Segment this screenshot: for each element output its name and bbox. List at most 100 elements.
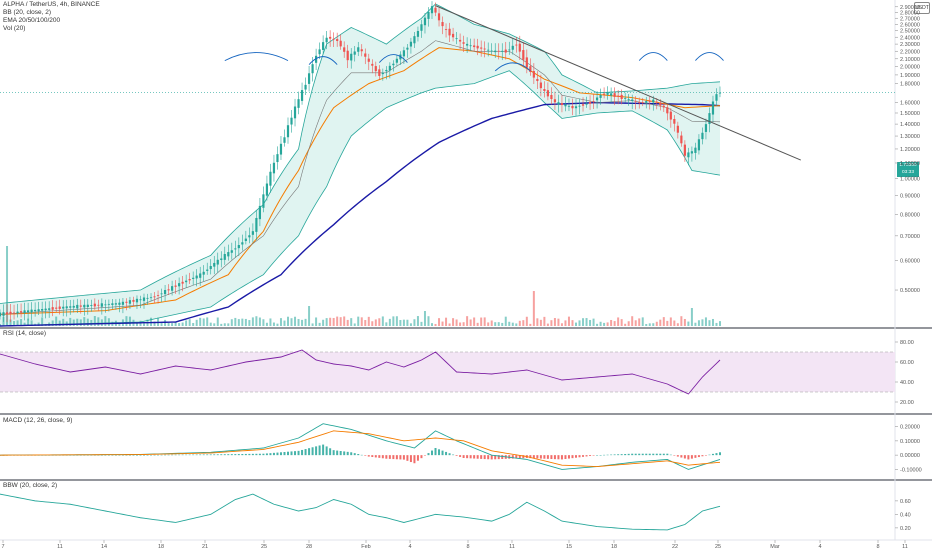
macd-histogram-bar — [220, 454, 223, 456]
macd-histogram-bar — [518, 455, 521, 459]
time-tick-label: 18 — [158, 544, 164, 550]
macd-pane-label[interactable]: MACD (12, 26, close, 9) — [3, 417, 73, 424]
rsi-tick-label: 60.00 — [900, 360, 914, 366]
volume-bar — [65, 321, 68, 326]
candle-body — [413, 36, 416, 44]
volume-bar — [420, 321, 423, 326]
last-price-tag: 1.70309 03:33 — [897, 162, 919, 177]
volume-bar — [719, 321, 721, 326]
volume-bar — [480, 317, 483, 326]
macd-histogram-bar — [100, 455, 103, 456]
bbw-pane-label[interactable]: BBW (20, close, 2) — [3, 482, 58, 489]
candle-body — [673, 118, 676, 124]
macd-histogram-bar — [469, 455, 472, 459]
candle-body — [718, 92, 722, 94]
macd-histogram-bar — [603, 454, 606, 456]
macd-histogram-bar — [65, 455, 68, 456]
macd-histogram-bar — [385, 455, 388, 459]
time-axis: 7 11 14 18 21 25 28 Feb 4 8 11 15 18 22 25 Mar 4 8 11 — [1, 540, 908, 550]
currency-button[interactable]: USDT — [914, 2, 930, 14]
candle-body — [329, 36, 332, 39]
candle-body — [118, 302, 121, 305]
bb-basis-line — [0, 40, 721, 315]
macd-histogram-bar — [357, 454, 360, 456]
macd-histogram-bar — [107, 455, 110, 456]
volume-indicator-label[interactable]: Vol (20) — [3, 25, 26, 32]
candle-body — [476, 45, 479, 49]
macd-histogram-bar — [157, 454, 160, 456]
macd-histogram-bar — [680, 455, 683, 458]
volume-bar — [694, 322, 697, 326]
volume-bar — [557, 318, 560, 326]
price-tick-label: 1.00000 — [900, 176, 920, 182]
macd-line — [0, 423, 721, 470]
volume-bar — [336, 316, 339, 326]
volume-bar — [150, 317, 153, 326]
volume-bar — [13, 321, 16, 326]
volume-bar — [680, 316, 683, 326]
candle-body — [149, 297, 153, 299]
macd-histogram-bar — [497, 455, 500, 460]
candle-body — [230, 250, 233, 253]
candle-body — [564, 104, 567, 107]
candle-body — [241, 242, 244, 245]
candle-body — [69, 306, 72, 308]
candle-body — [104, 304, 107, 306]
macd-histogram-bar — [318, 445, 321, 456]
macd-histogram-bar — [409, 455, 412, 463]
macd-histogram-bar — [434, 448, 437, 456]
volume-bar — [192, 322, 195, 326]
candle-body — [406, 47, 409, 50]
candle-body — [265, 183, 269, 196]
candle-body — [237, 245, 240, 249]
volume-bar — [104, 316, 107, 326]
candle-body — [430, 6, 434, 14]
macd-histogram-bar — [248, 453, 251, 456]
volume-bar — [697, 320, 700, 326]
pattern-arc-2 — [378, 54, 408, 63]
macd-histogram-bar — [227, 454, 230, 456]
volume-bar — [385, 322, 388, 326]
bb-indicator-label[interactable]: BB (20, close, 2) — [3, 9, 52, 16]
time-tick-label: 8 — [876, 544, 879, 550]
candle-body — [610, 93, 613, 96]
macd-histogram-bar — [416, 455, 419, 461]
macd-histogram-bar — [529, 455, 532, 459]
candle-body — [139, 299, 142, 301]
volume-bar — [16, 320, 19, 326]
price-tick-label: 0.70000 — [900, 234, 920, 240]
macd-histogram-bar — [146, 454, 149, 456]
macd-histogram-bar — [139, 455, 142, 456]
candle-body — [645, 101, 648, 103]
macd-histogram-bar — [515, 455, 518, 459]
ema-indicator-label[interactable]: EMA 20/50/100/200 — [3, 17, 61, 24]
macd-histogram-bar — [659, 453, 662, 456]
candle-body — [662, 105, 665, 108]
macd-histogram-bar — [241, 454, 244, 456]
macd-histogram-bar — [490, 455, 493, 460]
macd-histogram-bar — [244, 453, 247, 456]
macd-histogram-bar — [125, 455, 128, 456]
volume-bar — [634, 320, 637, 326]
time-tick-label: 22 — [672, 544, 678, 550]
rsi-pane-label[interactable]: RSI (14, close) — [3, 330, 46, 337]
volume-bar — [153, 321, 156, 326]
volume-bar — [143, 323, 145, 326]
volume-bar — [392, 316, 395, 326]
macd-tick-label: 0.00000 — [900, 453, 920, 459]
candle-body — [434, 7, 437, 13]
candle-body — [258, 205, 262, 220]
volume-bar — [160, 321, 163, 326]
volume-bar — [423, 311, 426, 326]
candle-body — [216, 259, 219, 265]
macd-histogram-bar — [536, 455, 539, 459]
candle-body — [532, 71, 535, 78]
macd-histogram-bar — [448, 453, 451, 456]
macd-histogram-bar — [511, 455, 514, 459]
candle-body — [163, 290, 167, 295]
candle-body — [170, 286, 174, 291]
volume-bar — [248, 320, 251, 326]
volume-bar — [276, 323, 279, 326]
candle-body — [336, 39, 339, 41]
